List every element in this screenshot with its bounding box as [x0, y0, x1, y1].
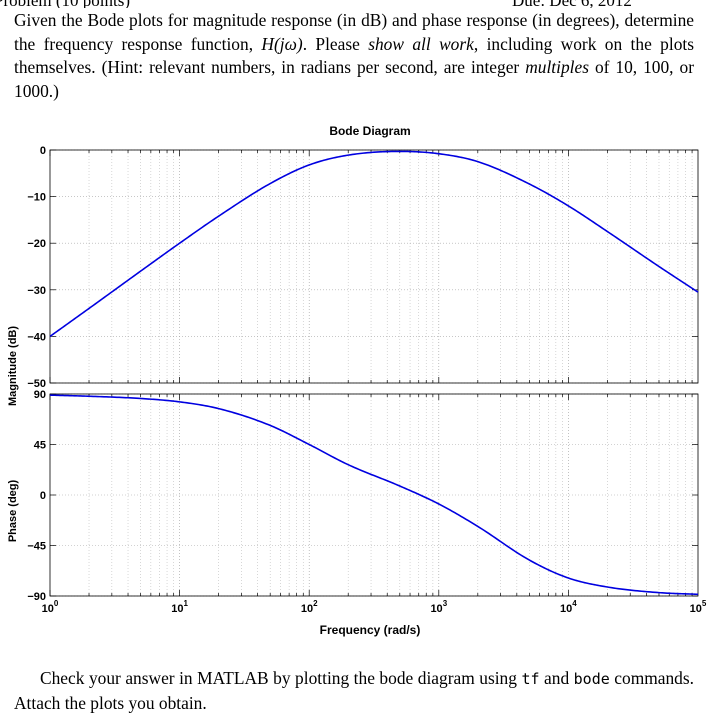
problem-statement: Given the Bode plots for magnitude respo… — [14, 9, 694, 103]
phase-axis-label: Phase (deg) — [7, 479, 19, 542]
y-tick-label: −20 — [27, 238, 46, 250]
y-tick-label: −30 — [27, 285, 46, 297]
phase-grid — [50, 393, 698, 597]
y-tick-label: −50 — [27, 378, 46, 390]
problem-text-1: Given the Bode plots for magnitude respo… — [14, 10, 694, 54]
header-left-fragment: Problem (10 points) — [0, 0, 130, 8]
problem-text-3: , including work on the plots themselves… — [14, 33, 694, 78]
code-bode: bode — [573, 670, 610, 688]
footer-text-3: commands. Attach the plots you obtain. — [14, 668, 694, 713]
magnitude-plot: 0 −10 −20 −30 −40 −50 Magnitude (dB) — [7, 145, 699, 406]
y-tick-label: 90 — [34, 389, 46, 401]
y-tick-label: −10 — [27, 192, 46, 204]
y-tick-label: 45 — [34, 440, 46, 452]
magnitude-ticks: 0 −10 −20 −30 −40 −50 — [27, 145, 698, 390]
problem-text-2: . Please — [302, 33, 369, 54]
magnitude-axis-label: Magnitude (dB) — [7, 326, 19, 406]
x-tick-label: 102 — [301, 599, 318, 615]
emphasis-show-all-work: show all work — [368, 33, 474, 54]
y-tick-label: −45 — [27, 541, 46, 553]
code-tf: tf — [521, 670, 540, 688]
bode-diagram-figure: Bode Diagram 0 −10 −20 −30 −40 −50 Magnitude … — [7, 124, 707, 637]
frequency-axis-label: Frequency (rad/s) — [320, 623, 421, 637]
header-fragment: Problem (10 points) Due: Dec 6, 2012 — [0, 0, 718, 8]
x-tick-label: 104 — [560, 599, 577, 615]
magnitude-axes-frame — [49, 149, 699, 384]
footer-instructions: Check your answer in MATLAB by plotting … — [14, 667, 694, 715]
x-tick-label: 103 — [430, 599, 447, 615]
x-tick-label: 100 — [42, 599, 59, 615]
header-right-fragment: Due: Dec 6, 2012 — [512, 0, 632, 8]
footer-text-2: and — [539, 668, 574, 688]
y-tick-label: −40 — [27, 331, 46, 343]
y-tick-label: −90 — [27, 591, 46, 603]
y-tick-label: 0 — [40, 145, 46, 157]
x-tick-label: 101 — [171, 599, 188, 615]
y-tick-label: 0 — [40, 490, 46, 502]
frequency-response-symbol: H(jω) — [261, 33, 303, 54]
x-tick-label: 105 — [690, 599, 707, 615]
magnitude-curve — [49, 150, 699, 338]
problem-text-4: of 10, 100, or 1000.) — [14, 57, 694, 101]
emphasis-multiples: multiples — [525, 57, 589, 77]
footer-text-1: Check your answer in MATLAB by plotting … — [40, 668, 522, 688]
chart-title: Bode Diagram — [329, 124, 410, 138]
phase-curve — [49, 394, 699, 596]
